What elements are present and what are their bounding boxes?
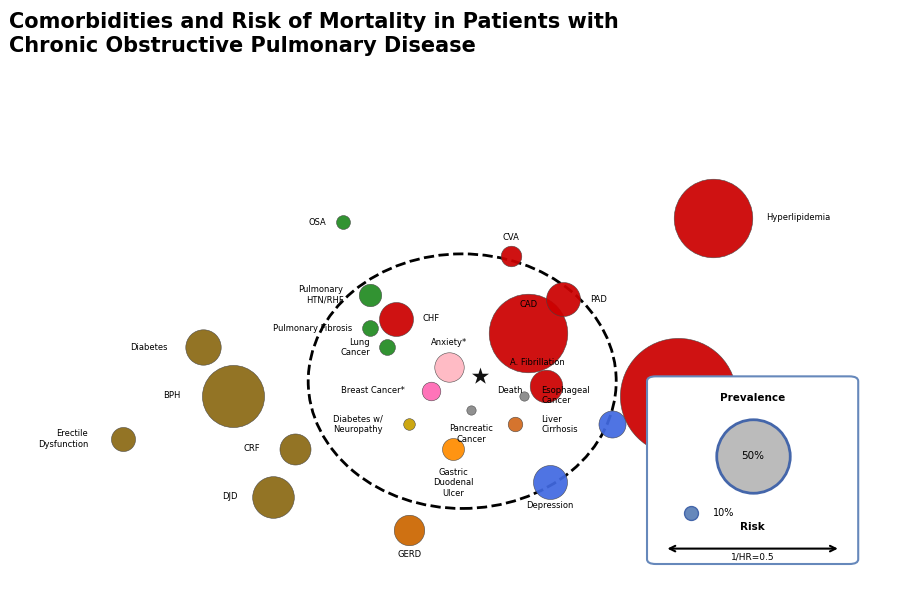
Point (504, 251, 518, 261)
Point (516, 391, 531, 400)
Point (402, 526, 417, 535)
Point (363, 324, 377, 333)
Text: CAD: CAD (519, 300, 537, 309)
Text: CHF: CHF (423, 314, 440, 323)
Text: PAD: PAD (590, 295, 607, 304)
Text: OSA: OSA (308, 218, 326, 227)
Text: DJD: DJD (223, 492, 238, 501)
Point (604, 420, 619, 429)
Text: Death: Death (497, 386, 523, 395)
Text: Esophageal
Cancer: Esophageal Cancer (541, 386, 590, 405)
Point (446, 444, 461, 453)
Point (196, 343, 210, 352)
Point (380, 343, 394, 352)
Point (543, 478, 558, 487)
Point (442, 362, 456, 371)
Point (556, 295, 570, 304)
Point (706, 213, 720, 222)
Point (745, 451, 760, 460)
Point (116, 434, 130, 444)
Point (684, 508, 699, 518)
Point (336, 217, 350, 227)
Point (402, 420, 417, 429)
Point (226, 391, 241, 400)
Text: Comorbidities and Risk of Mortality in Patients with
Chronic Obstructive Pulmona: Comorbidities and Risk of Mortality in P… (9, 12, 619, 56)
Text: CVA: CVA (502, 233, 519, 242)
Text: Hyperlipidemia: Hyperlipidemia (766, 213, 830, 222)
FancyBboxPatch shape (647, 377, 858, 564)
Text: Hypertension: Hypertension (731, 391, 788, 400)
Text: Diabetes: Diabetes (130, 343, 167, 352)
Text: Pulmonary Fibrosis: Pulmonary Fibrosis (273, 324, 352, 333)
Text: 1/HR=0.5: 1/HR=0.5 (731, 552, 774, 561)
Text: Pancreatic
Cancer: Pancreatic Cancer (449, 425, 493, 444)
Point (266, 492, 280, 501)
Text: Anxiety*: Anxiety* (431, 339, 467, 347)
Text: A. Fibrillation: A. Fibrillation (510, 358, 564, 366)
Text: Liver
Cirrhosis: Liver Cirrhosis (541, 415, 578, 434)
Point (363, 290, 377, 299)
Text: BPH: BPH (163, 391, 180, 400)
Text: Breast Cancer*: Breast Cancer* (341, 386, 405, 395)
Point (424, 386, 438, 396)
Text: Prevalence: Prevalence (720, 393, 785, 403)
Point (539, 381, 553, 391)
Point (507, 420, 522, 429)
Text: Risk: Risk (740, 522, 765, 532)
Text: Erectile
Dysfunction: Erectile Dysfunction (38, 429, 88, 448)
Point (389, 314, 403, 323)
Text: Substance
Abuse: Substance Abuse (647, 415, 691, 434)
Point (671, 391, 685, 400)
Text: CRF: CRF (243, 444, 260, 453)
Text: 50%: 50% (741, 451, 764, 461)
Text: Diabetes w/
Neuropathy: Diabetes w/ Neuropathy (333, 415, 383, 434)
Text: Depression: Depression (526, 501, 574, 510)
Text: Pulmonary
HTN/RHF: Pulmonary HTN/RHF (298, 285, 343, 304)
Text: 10%: 10% (713, 508, 735, 519)
Point (287, 444, 302, 453)
Point (472, 372, 487, 381)
Text: Lung
Cancer: Lung Cancer (340, 338, 370, 357)
Text: GERD: GERD (397, 549, 421, 558)
Text: Gastric
Duodenal
Ulcer: Gastric Duodenal Ulcer (433, 468, 473, 498)
Point (521, 328, 535, 338)
Point (463, 405, 478, 415)
